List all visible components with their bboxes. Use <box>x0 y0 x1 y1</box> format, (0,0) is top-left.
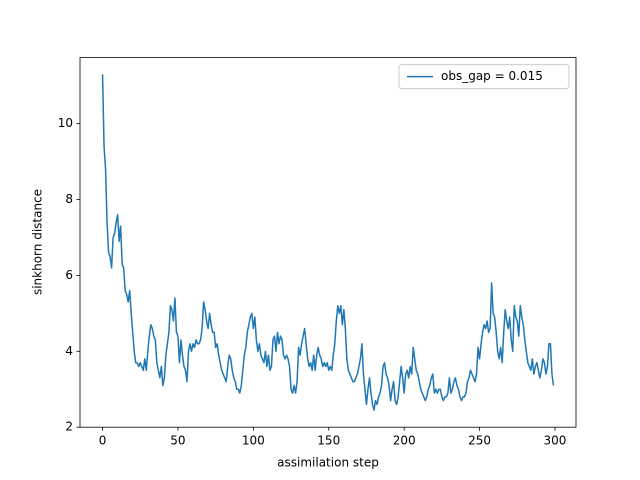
data-line <box>101 74 555 411</box>
y-tick-label: 4 <box>65 344 73 358</box>
y-tick-label: 2 <box>65 420 73 434</box>
x-tick-label: 0 <box>99 434 107 448</box>
x-tick-label: 50 <box>170 434 185 448</box>
legend-label: obs_gap = 0.015 <box>441 69 543 83</box>
x-axis-label: assimilation step <box>277 456 379 470</box>
x-tick-label: 300 <box>544 434 567 448</box>
legend-box <box>398 64 570 90</box>
y-tick-label: 10 <box>58 116 73 130</box>
y-tick-label: 6 <box>65 268 73 282</box>
plot-frame <box>79 57 577 428</box>
x-tick-label: 200 <box>393 434 416 448</box>
x-tick-label: 250 <box>468 434 491 448</box>
y-tick-label: 8 <box>65 192 73 206</box>
y-axis-label: sinkhorn distance <box>31 189 45 295</box>
x-tick-label: 150 <box>317 434 340 448</box>
x-tick-label: 100 <box>242 434 265 448</box>
